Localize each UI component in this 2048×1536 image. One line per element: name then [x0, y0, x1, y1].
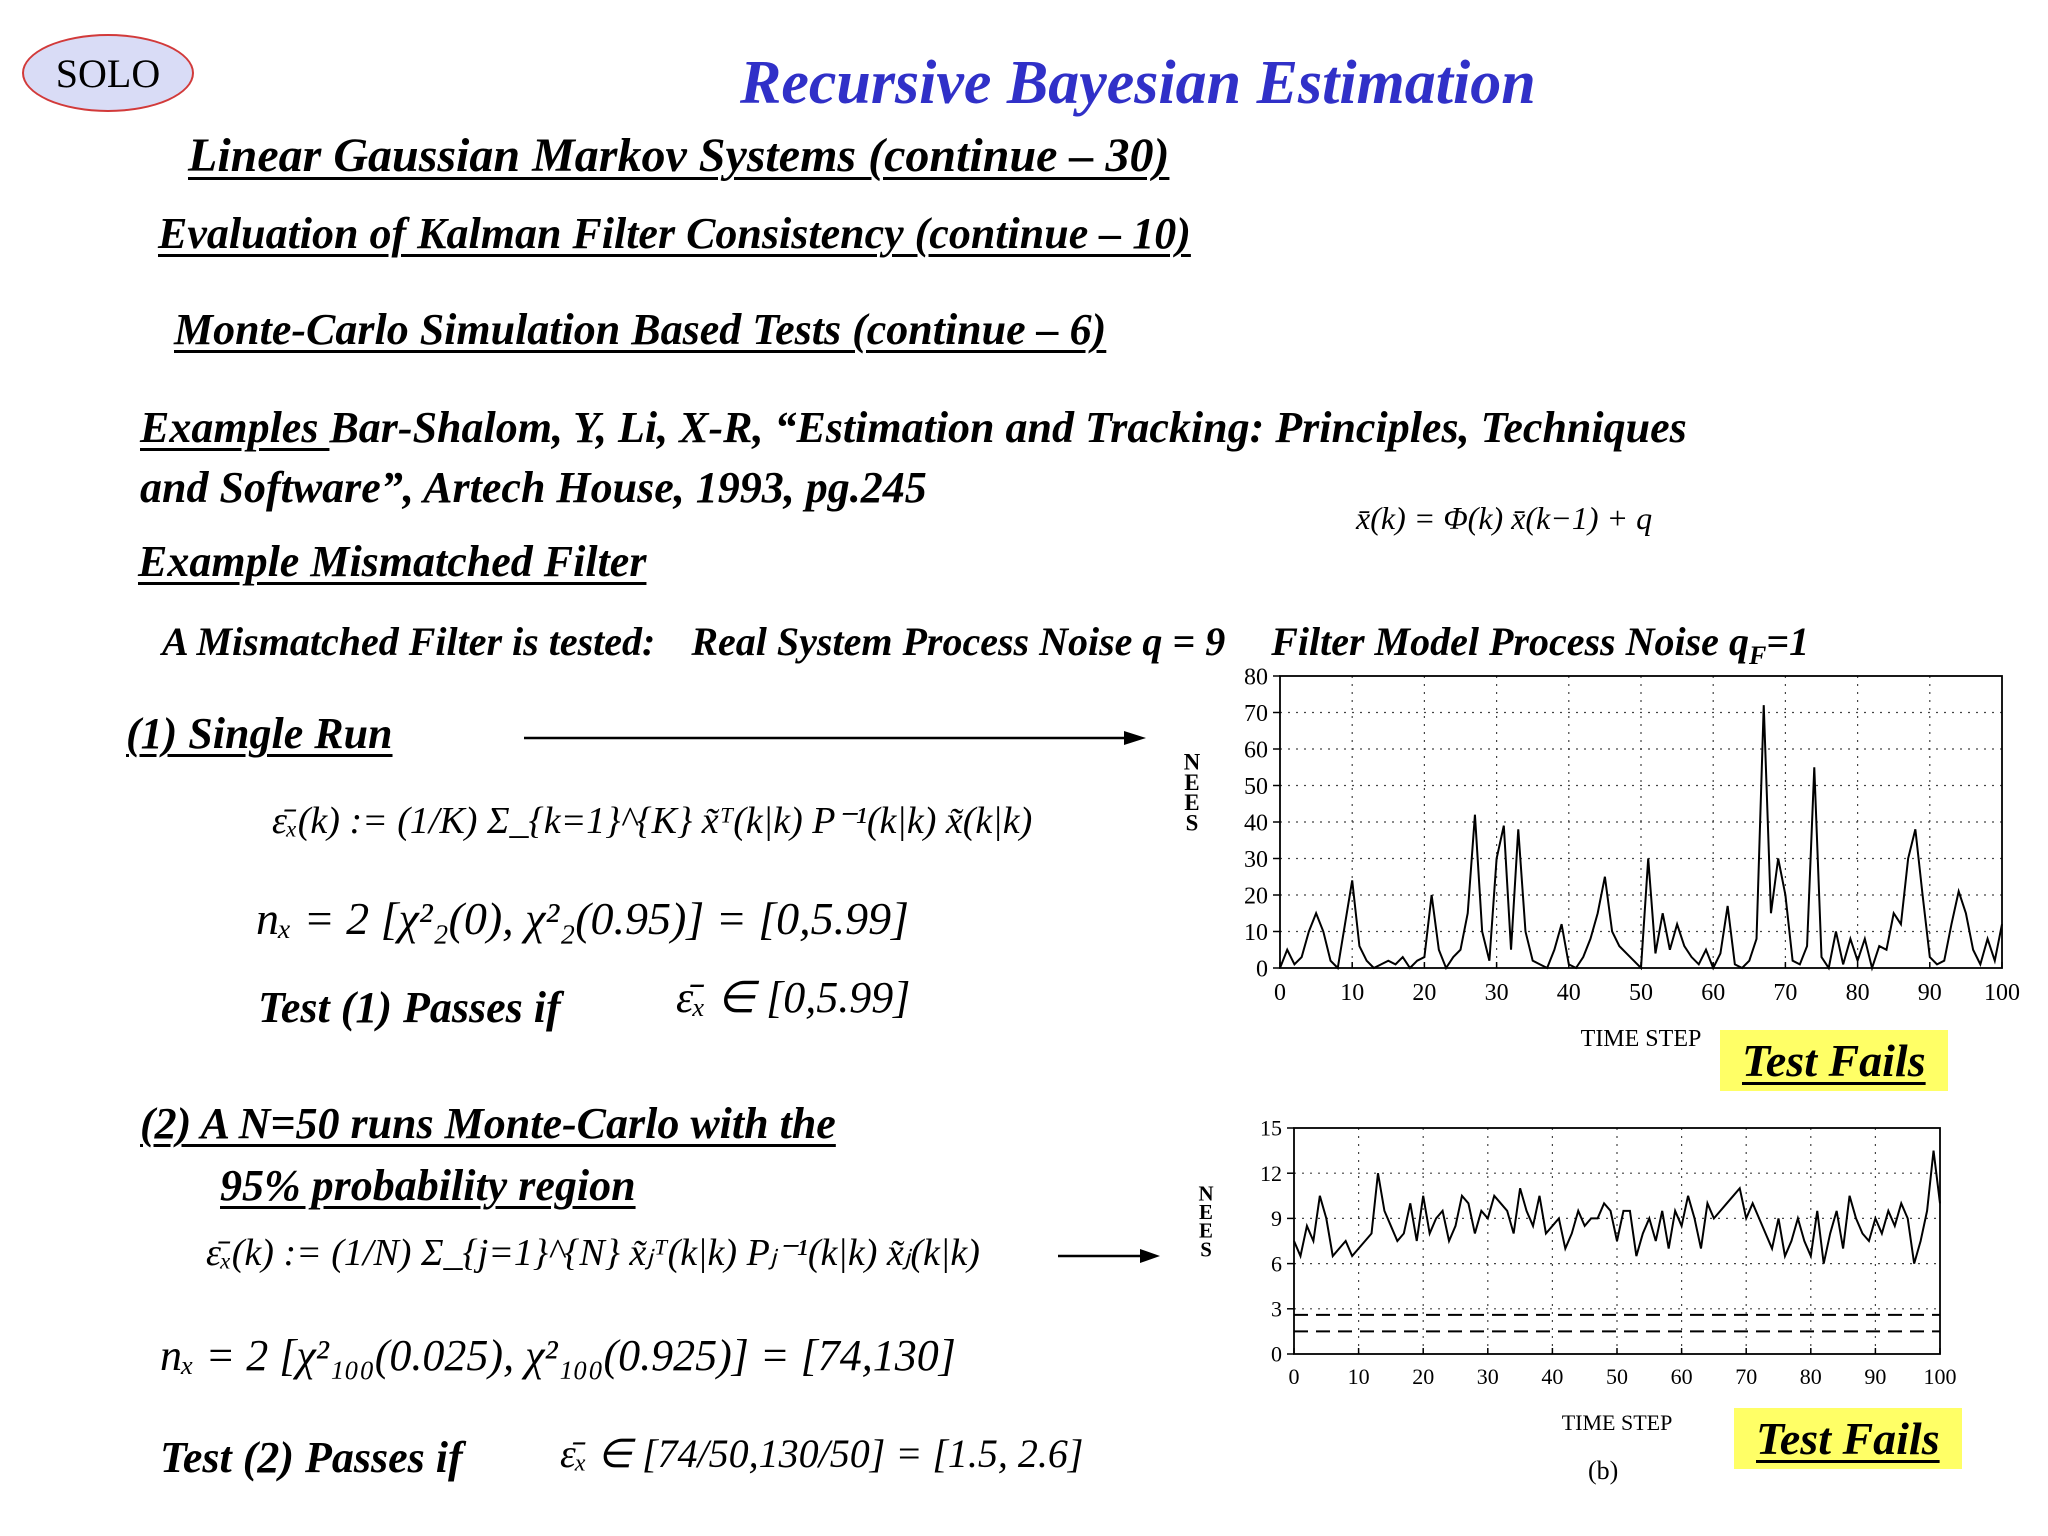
x-tick-label: 100 [1924, 1364, 1957, 1389]
mismatch-intro: A Mismatched Filter is tested: [162, 619, 656, 664]
test1-nx-line: nₓ = 2 [χ²₂(0), χ²₂(0.95)] = [0,5.99] [256, 893, 910, 944]
x-axis-label: TIME STEP [1581, 1026, 1702, 1052]
y-axis-label-char: E [1199, 1219, 1213, 1243]
reference-line-1: Examples Bar-Shalom, Y, Li, X-R, “Estima… [140, 402, 1687, 453]
nees-monte-carlo-chart: 0 10 20 30 40 50 60 70 80 90 100 0 3 6 9 12 15 TIME STEP N… [1198, 1116, 1957, 1435]
x-tick-label: 60 [1671, 1364, 1693, 1389]
x-tick-label: 40 [1557, 980, 1581, 1006]
x-tick-label: 0 [1289, 1364, 1300, 1389]
panel-label: (b) [1588, 1456, 1619, 1485]
test2-title-line-1: (2) A N=50 runs Monte-Carlo with the [140, 1099, 836, 1148]
x-tick-label: 80 [1800, 1364, 1822, 1389]
x-tick-label: 10 [1340, 980, 1364, 1006]
y-tick-label: 80 [1244, 664, 1268, 690]
x-tick-label: 90 [1864, 1364, 1886, 1389]
y-tick-label: 15 [1260, 1116, 1282, 1141]
page-title: Recursive Bayesian Estimation [740, 49, 1536, 117]
logo-text: SOLO [55, 50, 161, 96]
test2-result-badge: Test Fails [1734, 1408, 1962, 1469]
x-tick-label: 90 [1918, 980, 1942, 1006]
x-tick-label: 40 [1541, 1364, 1563, 1389]
y-tick-label: 60 [1244, 737, 1268, 763]
test2-nx-line: nₓ = 2 [χ²₁₀₀(0.025), χ²₁₀₀(0.925)] = [7… [160, 1331, 956, 1380]
x-tick-label: 70 [1735, 1364, 1757, 1389]
y-axis-label-char: E [1199, 1200, 1213, 1224]
examples-label: Examples [140, 403, 330, 452]
x-tick-label: 50 [1629, 980, 1653, 1006]
y-tick-label: 0 [1271, 1342, 1282, 1367]
filter-noise-subscript: F [1748, 641, 1767, 670]
x-tick-label: 60 [1701, 980, 1725, 1006]
nees-series-line [1279, 705, 2003, 972]
x-tick-label: 50 [1606, 1364, 1628, 1389]
test1-formula: ε̄ₓ(k) := (1/K) Σ_{k=1}^{K} x̃ᵀ(k|k) P⁻¹… [272, 800, 1033, 842]
test1-pass-label: Test (1) Passes if [258, 983, 561, 1032]
y-tick-label: 12 [1260, 1161, 1282, 1186]
y-tick-label: 30 [1244, 847, 1268, 873]
y-tick-label: 50 [1244, 774, 1268, 800]
x-tick-label: 70 [1773, 980, 1797, 1006]
test1-title: (1) Single Run [126, 709, 393, 758]
y-tick-label: 6 [1271, 1251, 1282, 1276]
mismatch-line: A Mismatched Filter is tested: Real Syste… [162, 618, 1809, 671]
heading-linear-gaussian: Linear Gaussian Markov Systems (continue… [188, 129, 1170, 182]
x-tick-label: 100 [1984, 980, 2020, 1006]
y-axis-label-char: S [1200, 1237, 1212, 1261]
solo-logo: SOLO [22, 34, 194, 112]
y-tick-label: 9 [1271, 1206, 1282, 1231]
heading-monte-carlo: Monte-Carlo Simulation Based Tests (cont… [174, 305, 1107, 354]
x-axis-label: TIME STEP [1562, 1410, 1673, 1435]
y-axis-label-char: S [1186, 811, 1199, 836]
nees-single-run-chart: 0 10 20 30 40 50 60 70 80 90 100 0 10 20 30 40 50 60 70 80 T… [1184, 664, 2020, 1052]
y-tick-label: 3 [1271, 1297, 1282, 1322]
y-tick-label: 70 [1244, 701, 1268, 727]
x-tick-label: 10 [1348, 1364, 1370, 1389]
x-tick-label: 20 [1412, 980, 1436, 1006]
reference-line-2: and Software”, Artech House, 1993, pg.24… [140, 463, 927, 512]
y-axis-label-char: E [1184, 770, 1199, 795]
arrow-to-chart2 [1058, 1249, 1160, 1263]
arrow-to-chart1 [524, 731, 1146, 745]
test2-formula: ε̄ₓ(k) := (1/N) Σ_{j=1}^{N} x̃ⱼᵀ(k|k) Pⱼ… [206, 1232, 980, 1274]
y-tick-label: 0 [1256, 956, 1268, 982]
x-tick-label: 30 [1477, 1364, 1499, 1389]
test2-pass-condition: ε̄ₓ ∈ [74/50,130/50] = [1.5, 2.6] [560, 1431, 1084, 1476]
y-axis-label-char: N [1198, 1181, 1213, 1205]
filter-noise-value: =1 [1766, 619, 1810, 664]
test2-pass-label: Test (2) Passes if [160, 1433, 463, 1482]
example-title: Example Mismatched Filter [138, 537, 647, 586]
x-tick-label: 0 [1274, 980, 1286, 1006]
x-tick-label: 80 [1846, 980, 1870, 1006]
filter-noise: Filter Model Process Noise q [1271, 619, 1749, 664]
heading-consistency: Evaluation of Kalman Filter Consistency … [158, 209, 1191, 258]
y-axis-label-char: N [1184, 749, 1201, 774]
x-tick-label: 20 [1412, 1364, 1434, 1389]
x-tick-label: 30 [1485, 980, 1509, 1006]
y-tick-label: 40 [1244, 810, 1268, 836]
test2-title-line-2: 95% probability region [220, 1161, 636, 1210]
real-noise: Real System Process Noise q = 9 [691, 619, 1226, 664]
y-tick-label: 20 [1244, 883, 1268, 909]
y-axis-label-char: E [1184, 790, 1199, 815]
model-equation: x̄(k) = Φ(k) x̄(k−1) + q [1356, 500, 1653, 536]
reference-text-1: Bar-Shalom, Y, Li, X-R, “Estimation and … [329, 403, 1687, 452]
test1-result-badge: Test Fails [1720, 1030, 1948, 1091]
nees-series-line [1293, 1150, 1941, 1264]
test1-pass-condition: ε̄ₓ ∈ [0,5.99] [676, 973, 911, 1022]
y-tick-label: 10 [1244, 920, 1268, 946]
